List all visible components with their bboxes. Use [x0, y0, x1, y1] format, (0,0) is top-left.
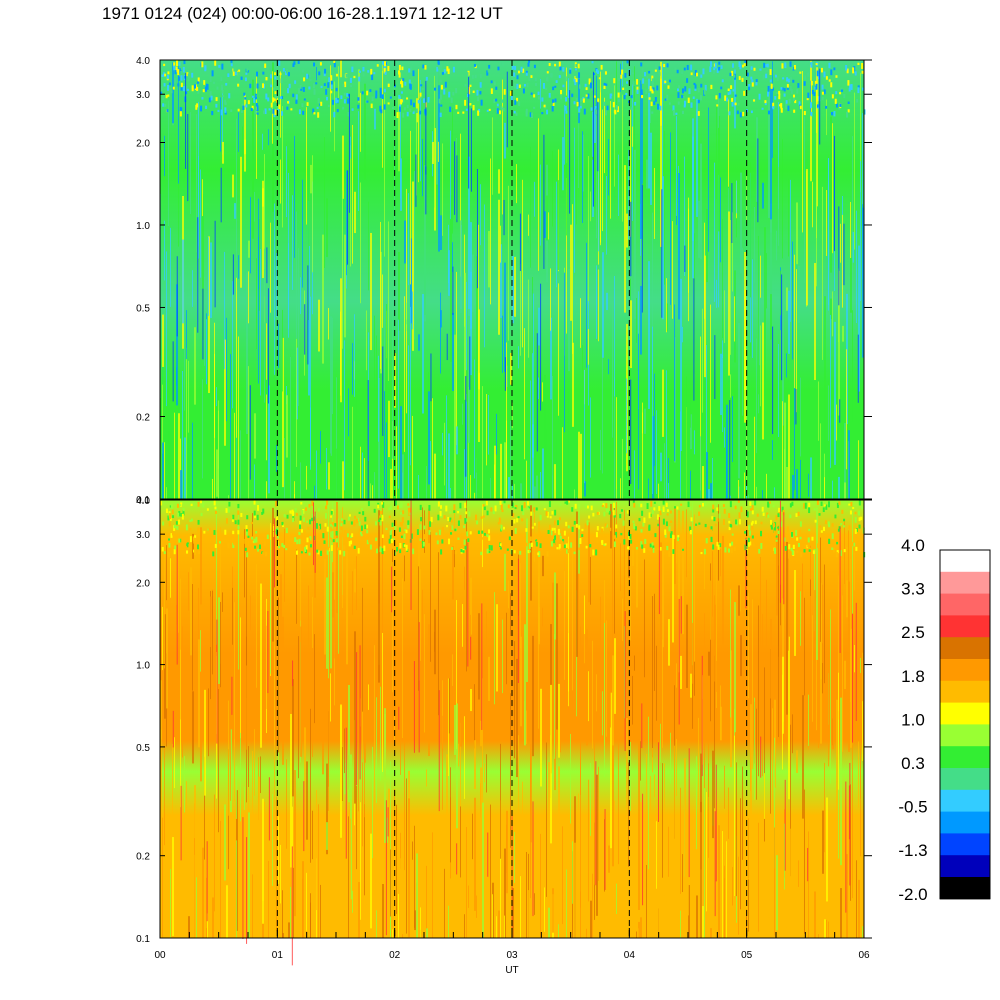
colorbar-swatch-11 [940, 789, 990, 813]
colorbar: 4.0 3.3 2.5 1.8 1.0 0.3 -0.5 -1.3 -2.0 [898, 536, 991, 904]
x-axis: 00 01 02 03 04 05 06 UT [154, 928, 870, 976]
upper-ytick-label-3: 1.0 [136, 221, 150, 232]
colorbar-label-2: 2.5 [901, 623, 925, 642]
lower-top-speckle [160, 500, 866, 558]
x-tick-label-03: 03 [506, 950, 518, 961]
x-tick-label-00: 00 [154, 950, 166, 961]
upper-heatmap-streaks [160, 60, 864, 499]
upper-spectrogram-panel: 4.0 3.0 2.0 1.0 0.5 0.2 0.1 [136, 56, 872, 539]
lower-ytick-label-5: 0.2 [136, 852, 150, 863]
upper-ytick-label-4: 0.5 [136, 303, 150, 314]
x-tick-label-04: 04 [624, 950, 636, 961]
colorbar-swatch-7 [940, 702, 990, 725]
chart-title: 1971 0124 (024) 00:00-06:00 16-28.1.1971… [102, 4, 503, 23]
x-tick-label-06: 06 [858, 950, 870, 961]
upper-ytick-label-2: 2.0 [136, 138, 150, 149]
colorbar-label-0: 4.0 [901, 536, 925, 555]
upper-ytick-label-0: 4.0 [136, 56, 150, 67]
colorbar-swatch-2 [940, 593, 990, 616]
colorbar-swatch-13 [940, 833, 990, 856]
x-tick-label-05: 05 [741, 950, 753, 961]
lower-ytick-label-6: 0.1 [136, 934, 150, 945]
colorbar-label-8: -2.0 [898, 885, 927, 904]
upper-spikes [172, 68, 859, 539]
lower-ytick-label-3: 1.0 [136, 661, 150, 672]
colorbar-swatch-9 [940, 746, 990, 769]
lower-spikes [172, 500, 857, 966]
colorbar-label-6: -0.5 [898, 798, 927, 817]
x-axis-title: UT [505, 965, 518, 976]
upper-ytick-label-1: 3.0 [136, 90, 150, 101]
colorbar-swatch-10 [940, 768, 990, 791]
colorbar-frame [939, 549, 991, 900]
colorbar-label-5: 0.3 [901, 754, 925, 773]
colorbar-swatch-3 [940, 615, 990, 638]
upper-ytick-label-5: 0.2 [136, 413, 150, 424]
colorbar-label-3: 1.8 [901, 667, 925, 686]
lower-heatmap-streaks [160, 500, 863, 938]
colorbar-label-7: -1.3 [898, 841, 927, 860]
colorbar-label-4: 1.0 [901, 710, 925, 729]
lower-ytick-label-2: 2.0 [136, 578, 150, 589]
colorbar-swatch-8 [940, 724, 990, 747]
lower-spectrogram-panel: 4.0 3.0 2.0 1.0 0.5 0.2 0.1 [136, 496, 872, 966]
lower-ytick-label-0: 4.0 [136, 496, 150, 507]
colorbar-swatch-5 [940, 659, 990, 682]
colorbar-swatch-12 [940, 811, 990, 834]
colorbar-swatch-0 [940, 550, 990, 573]
colorbar-swatch-1 [940, 571, 990, 595]
x-tick-label-02: 02 [389, 950, 401, 961]
lower-ytick-label-4: 0.5 [136, 743, 150, 754]
colorbar-swatch-14 [940, 855, 990, 878]
upper-ytick-label-6: 0.1 [136, 495, 150, 506]
lower-ytick-label-1: 3.0 [136, 530, 150, 541]
colorbar-label-1: 3.3 [901, 580, 925, 599]
colorbar-swatch-4 [940, 637, 990, 660]
colorbar-swatch-6 [940, 680, 990, 704]
colorbar-swatch-15 [940, 877, 990, 900]
x-tick-label-01: 01 [272, 950, 284, 961]
